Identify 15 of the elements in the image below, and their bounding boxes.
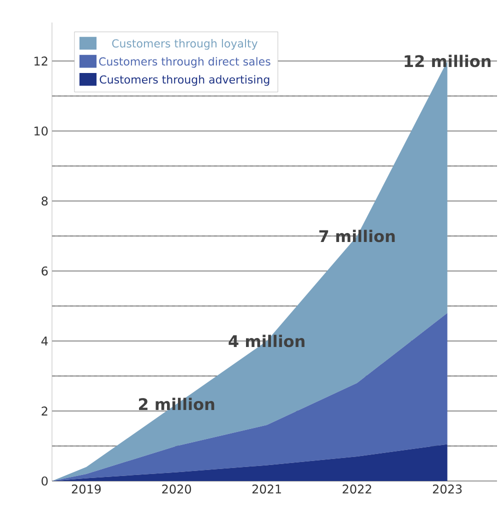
y-tick-label: 0 (42, 476, 48, 486)
x-tick-label: 2023 (432, 484, 462, 494)
y-tick-label: 2 (42, 406, 48, 416)
x-tick-label: 2021 (252, 484, 281, 494)
y-tick-label: 8 (42, 196, 48, 206)
x-tick-label: 2022 (342, 484, 372, 494)
legend-label: Customers through direct sales (99, 57, 270, 68)
legend-label: Customers through advertising (100, 75, 270, 86)
y-tick-label: 4 (41, 336, 48, 346)
x-tick-label: 2020 (162, 484, 192, 494)
x-tick-label: 2019 (72, 484, 101, 494)
y-tick-label: 6 (42, 266, 48, 276)
y-tick-label: 10 (34, 126, 48, 136)
legend-label: Customers through loyalty (112, 39, 258, 50)
y-tick-label: 12 (34, 56, 48, 66)
